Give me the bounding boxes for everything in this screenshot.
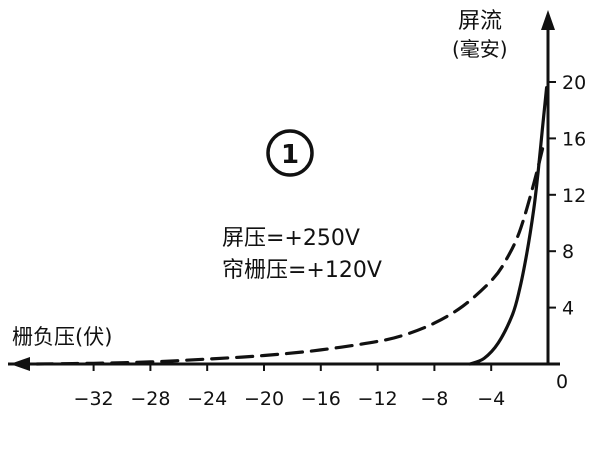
y-tick-label: 16 [562, 128, 586, 150]
x-tick-label: −12 [358, 388, 398, 410]
annotation-plate-voltage: 屏压=+250V [222, 226, 360, 251]
badge: 1 [266, 129, 314, 177]
x-tick-label: −8 [420, 388, 448, 410]
series-group [35, 86, 549, 366]
y-tick-label: 20 [562, 72, 586, 94]
x-tick-label: −20 [244, 388, 284, 410]
y-axis-label-line2: (毫安) [452, 37, 508, 61]
x-tick-label: −16 [301, 388, 341, 410]
badge-number: 1 [281, 140, 299, 170]
x-tick-label: −24 [187, 388, 227, 410]
x-axis-label: 栅负压(伏) [12, 325, 112, 349]
x-tick-label: −32 [74, 388, 114, 410]
x-tick-label: −4 [477, 388, 505, 410]
axes-group [8, 10, 560, 371]
series-line-dashed [35, 142, 546, 366]
x-tick-group: −32 −28 −24 −20 −16 −12 −8 −4 [74, 364, 505, 410]
y-axis-label-line1: 屏流 [458, 9, 502, 34]
x-tick-label: −28 [130, 388, 170, 410]
series-line-solid [468, 86, 549, 366]
badge-circle [266, 129, 314, 177]
y-tick-label: 8 [562, 241, 574, 263]
y-axis-arrow [541, 10, 555, 30]
annotation-screen-voltage: 帘栅压=+120V [222, 258, 382, 283]
x-axis-arrow [10, 357, 30, 371]
origin-label: 0 [556, 371, 568, 393]
y-tick-group: 4 8 12 16 20 [548, 72, 586, 320]
y-tick-label: 12 [562, 185, 586, 207]
y-tick-label: 4 [562, 298, 574, 320]
